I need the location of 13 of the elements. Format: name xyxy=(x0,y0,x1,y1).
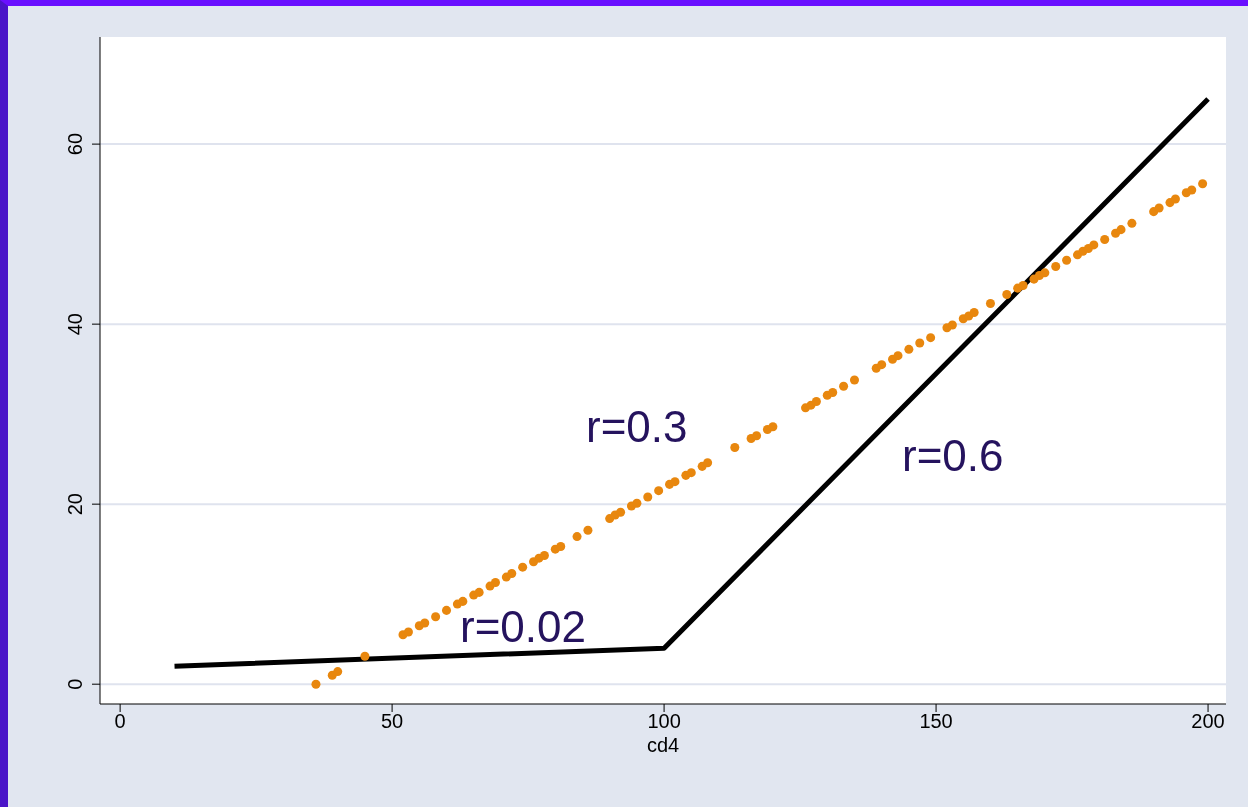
x-tick-label: 150 xyxy=(919,710,953,733)
y-tick-label: 40 xyxy=(64,313,86,336)
y-tick-label: 60 xyxy=(64,132,86,156)
annotation: r=0.6 xyxy=(902,431,1004,481)
y-tick-label: 20 xyxy=(64,493,86,516)
y-tick-label: 0 xyxy=(64,678,86,690)
annotation: r=0.02 xyxy=(460,602,586,652)
x-tick-label: 0 xyxy=(114,710,126,733)
annotation: r=0.3 xyxy=(586,402,688,452)
x-axis-title: cd4 xyxy=(646,734,680,756)
x-tick-label: 100 xyxy=(647,710,681,733)
x-tick-label: 50 xyxy=(380,710,404,733)
x-tick-label: 200 xyxy=(1191,710,1225,733)
